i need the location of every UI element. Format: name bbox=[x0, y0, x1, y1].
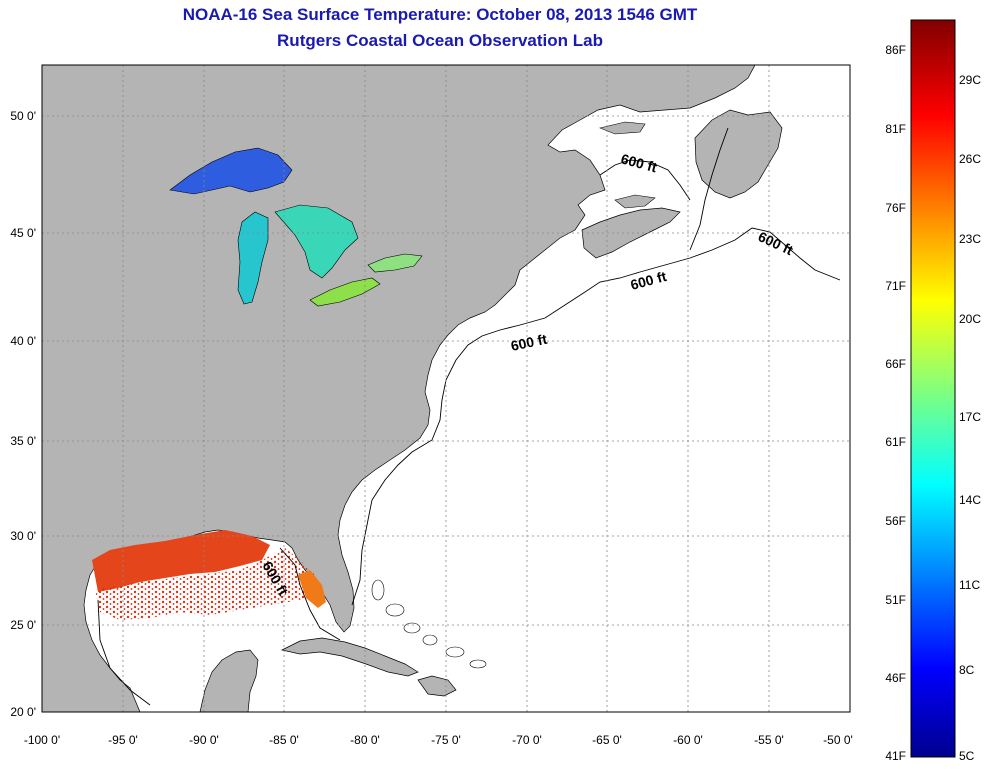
land-yucatan bbox=[199, 649, 259, 712]
lat-tick-label: 35 0' bbox=[10, 434, 36, 448]
colorbar-c-label: 23C bbox=[959, 232, 982, 246]
map-title: NOAA-16 Sea Surface Temperature: October… bbox=[182, 5, 698, 24]
lon-tick-label: -65 0' bbox=[592, 733, 622, 747]
colorbar-f-label: 66F bbox=[885, 357, 906, 371]
lon-tick-label: -75 0' bbox=[431, 733, 461, 747]
colorbar-c-label: 11C bbox=[959, 578, 981, 592]
colorbar-gradient bbox=[910, 19, 956, 758]
lon-tick-label: -80 0' bbox=[350, 733, 380, 747]
land-anticosti bbox=[599, 121, 646, 135]
florida-west-sst bbox=[298, 570, 326, 608]
colorbar-c-label: 20C bbox=[959, 312, 982, 326]
colorbar-c-label: 14C bbox=[959, 493, 982, 507]
colorbar-c-label: 8C bbox=[959, 663, 975, 677]
lon-tick-label: -85 0' bbox=[269, 733, 299, 747]
land-pei bbox=[614, 194, 656, 209]
colorbar-f-label: 61F bbox=[885, 435, 906, 449]
colorbar-f-label: 81F bbox=[885, 122, 906, 136]
gulf-sst-scattered bbox=[95, 548, 322, 620]
lat-tick-label: 50 0' bbox=[10, 109, 36, 123]
lon-tick-label: -90 0' bbox=[189, 733, 219, 747]
lat-tick-label: 40 0' bbox=[10, 334, 36, 348]
colorbar-c-label: 5C bbox=[959, 749, 975, 763]
map-subtitle: Rutgers Coastal Ocean Observation Lab bbox=[277, 31, 603, 50]
lake-erie bbox=[309, 277, 381, 307]
lon-tick-label: -95 0' bbox=[108, 733, 138, 747]
land-hispaniola bbox=[417, 675, 457, 697]
colorbar-f-label: 76F bbox=[885, 201, 906, 215]
lon-tick-label: -100 0' bbox=[24, 733, 60, 747]
colorbar-f-label: 86F bbox=[885, 43, 906, 57]
colorbar-f-label: 46F bbox=[885, 671, 906, 685]
lake-superior bbox=[169, 147, 293, 195]
lon-tick-label: -55 0' bbox=[754, 733, 784, 747]
isobath-600ft bbox=[97, 127, 841, 706]
colorbar-f-label: 51F bbox=[885, 593, 906, 607]
bahamas-islands bbox=[371, 579, 487, 669]
lon-tick-label: -70 0' bbox=[512, 733, 542, 747]
lake-huron bbox=[274, 204, 359, 279]
lake-michigan bbox=[237, 211, 269, 305]
colorbar-c-label: 29C bbox=[959, 73, 982, 87]
land-nova-scotia bbox=[581, 207, 681, 259]
lake-ontario bbox=[367, 253, 423, 273]
lon-tick-label: -60 0' bbox=[673, 733, 703, 747]
lon-tick-label: -50 0' bbox=[823, 733, 853, 747]
colorbar-c-label: 17C bbox=[959, 410, 982, 424]
gulf-sst-solid bbox=[92, 530, 270, 592]
lat-tick-label: 30 0' bbox=[10, 529, 36, 543]
colorbar-f-label: 71F bbox=[885, 279, 906, 293]
lat-tick-label: 45 0' bbox=[10, 226, 36, 240]
map-frame bbox=[41, 64, 851, 713]
land-cuba bbox=[280, 637, 419, 677]
colorbar-f-label: 56F bbox=[885, 514, 906, 528]
land-newfoundland bbox=[694, 109, 783, 199]
contour-label-600ft: 600 ft bbox=[509, 331, 548, 354]
colorbar-f-label: 41F bbox=[885, 749, 906, 763]
lat-tick-label: 20 0' bbox=[10, 705, 36, 719]
lat-tick-label: 25 0' bbox=[10, 618, 36, 632]
colorbar-c-label: 26C bbox=[959, 152, 982, 166]
